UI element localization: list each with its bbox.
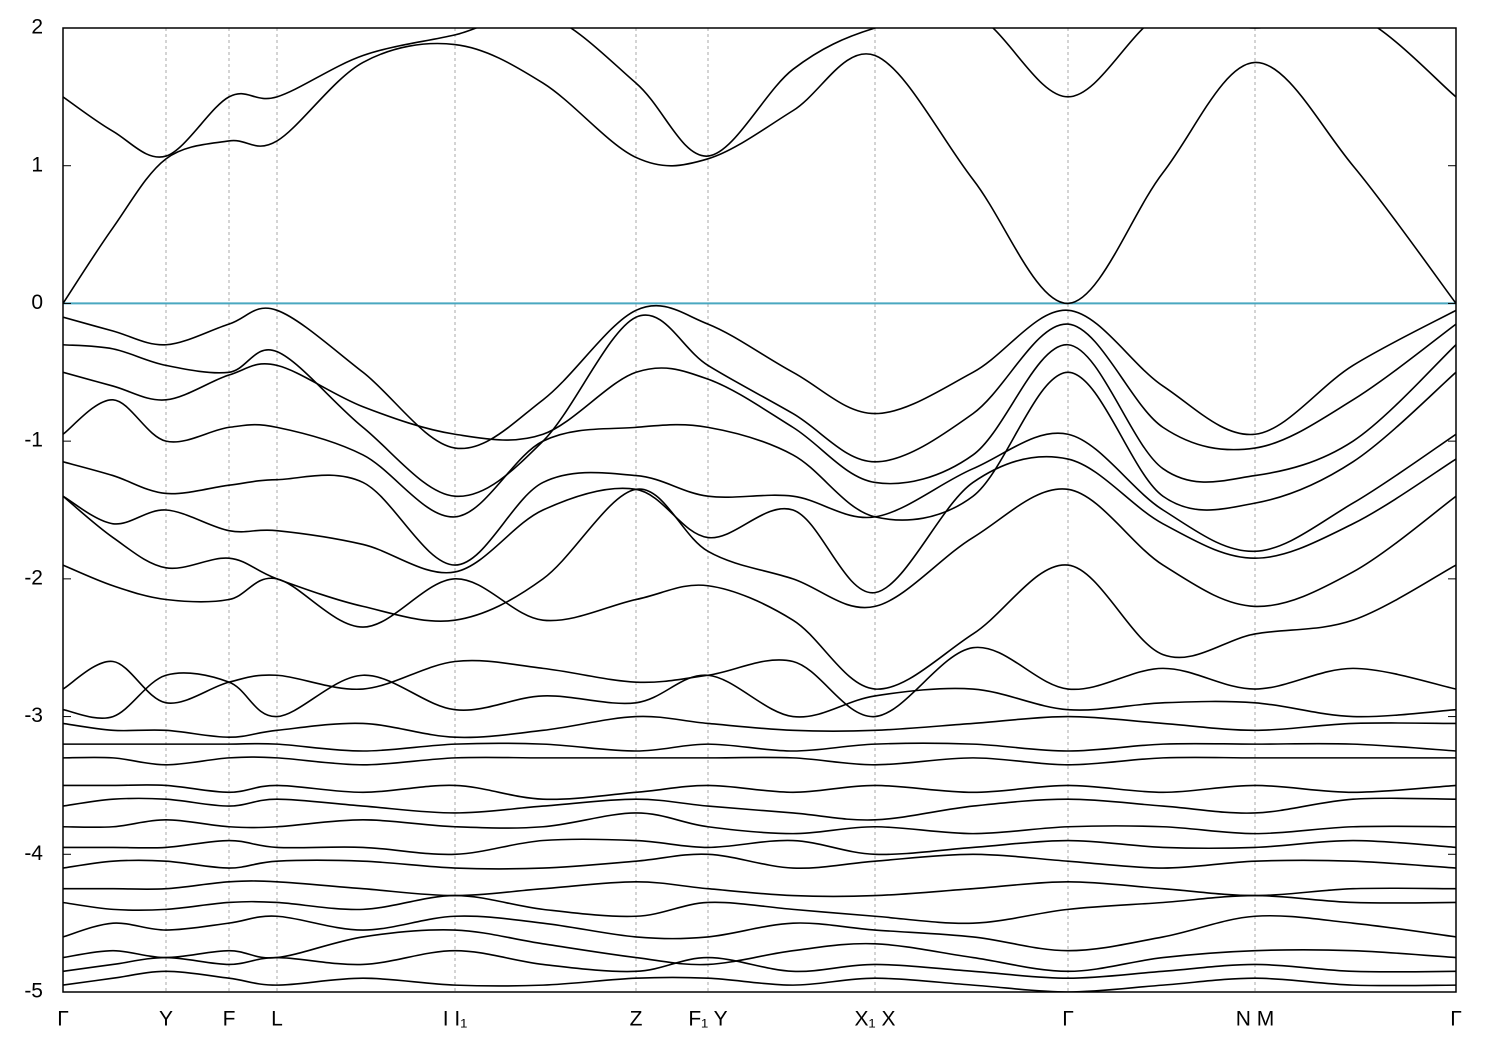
band-line xyxy=(63,42,1456,305)
bands xyxy=(63,28,1456,992)
band-line xyxy=(63,455,1456,594)
x-tick-label: Y xyxy=(159,1008,173,1031)
band-line xyxy=(63,304,1456,450)
band-line xyxy=(63,371,1456,521)
band-line xyxy=(63,812,1456,835)
band-line xyxy=(63,914,1456,952)
band-line xyxy=(63,742,1456,752)
band-line xyxy=(63,432,1456,566)
y-tick-label: -5 xyxy=(24,980,43,1003)
y-tick-label: -1 xyxy=(24,429,43,452)
y-tick-label: 0 xyxy=(31,291,43,314)
band-line xyxy=(63,646,1456,718)
y-tick-label: 2 xyxy=(31,16,43,39)
x-tick-label: Γ xyxy=(1062,1008,1074,1031)
band-line xyxy=(63,838,1456,856)
x-tick-label: Z xyxy=(630,1008,643,1031)
band-line xyxy=(63,784,1456,801)
band-line xyxy=(63,894,1456,925)
band-line xyxy=(63,488,1456,622)
x-tick-label: X₁ X xyxy=(855,1008,896,1031)
y-tick-label: -4 xyxy=(24,842,43,865)
band-line xyxy=(63,28,1456,158)
y-tick-label: -2 xyxy=(24,566,43,589)
band-line xyxy=(63,756,1456,766)
band-line xyxy=(63,970,1456,992)
band-line xyxy=(63,949,1456,980)
y-tick-label: -3 xyxy=(24,704,43,727)
x-tick-label: F₁ Y xyxy=(688,1008,727,1031)
band-line xyxy=(63,797,1456,821)
band-line xyxy=(63,564,1456,690)
band-line xyxy=(63,853,1456,870)
band-line xyxy=(63,929,1456,973)
x-tick-label: Γ xyxy=(1450,1008,1462,1031)
band-line xyxy=(63,715,1456,739)
x-tick-label: F xyxy=(223,1008,236,1031)
plot-frame xyxy=(62,27,1457,993)
band-line xyxy=(63,314,1456,498)
y-tick-label: 1 xyxy=(31,153,43,176)
band-line xyxy=(63,343,1456,485)
x-tick-label: Γ xyxy=(57,1008,69,1031)
band-line xyxy=(63,880,1456,898)
band-line xyxy=(63,672,1456,719)
x-tick-label: N M xyxy=(1236,1008,1275,1031)
x-tick-label: L xyxy=(271,1008,283,1031)
x-tick-label: I I₁ xyxy=(443,1008,468,1031)
